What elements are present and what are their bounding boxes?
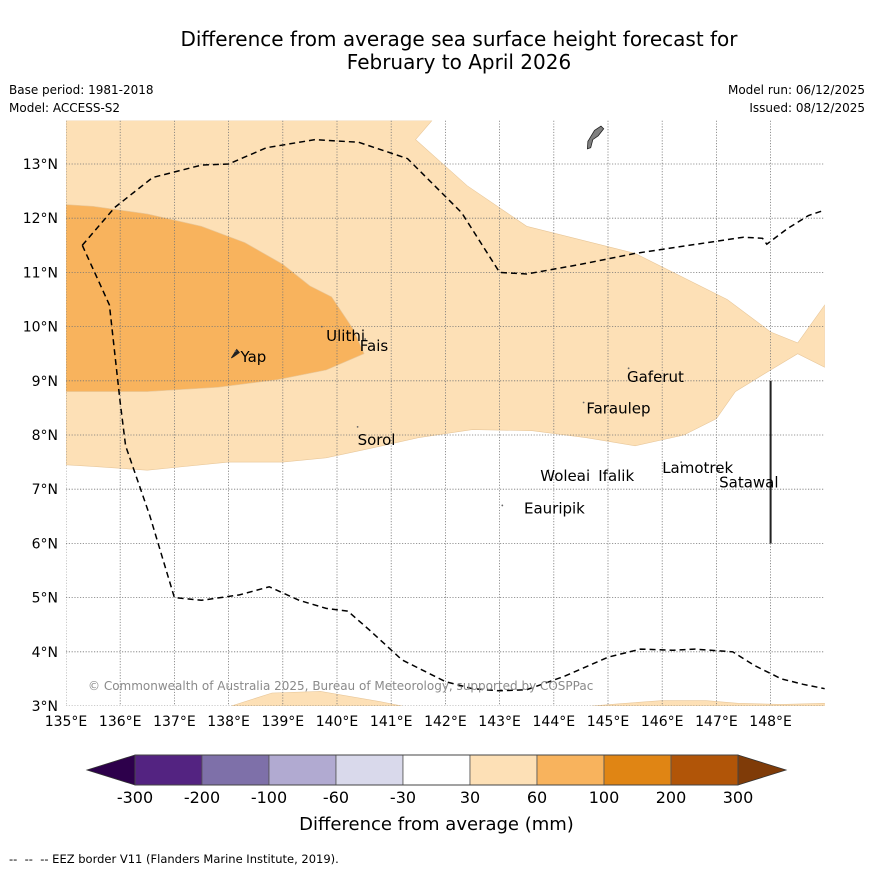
y-tick-label: 7°N [32,482,58,498]
place-marker [234,350,237,352]
meta-left: Base period: 1981-2018 Model: ACCESS-S2 [9,81,154,117]
colorbar-tick-label: -200 [184,788,220,807]
y-tick-label: 4°N [32,645,58,661]
place-marker [718,469,721,472]
colorbar-label: Difference from average (mm) [299,814,574,835]
colorbar: -300 -200 -100 -60 -30 30 60 100 200 300 Differenc… [85,754,788,835]
place-label-ifalik: Ifalik [598,467,634,485]
colorbar-frame [134,754,739,786]
x-tick-label: 144°E [533,714,576,730]
x-tick-label: 146°E [641,714,684,730]
place-marker [582,401,585,404]
colorbar-tick-label: 100 [589,788,620,807]
x-tick-label: 142°E [424,714,467,730]
place-label-fais: Fais [360,337,389,355]
place-label-faraulep: Faraulep [586,399,650,417]
base-period: Base period: 1981-2018 [9,83,154,97]
model-run: Model run: 06/12/2025 [727,83,865,97]
y-tick-label: 12°N [23,211,58,227]
colorbar-bin [134,754,203,786]
place-marker [501,504,504,507]
x-tick-label: 148°E [749,714,792,730]
colorbar-tick-label: 30 [460,788,480,807]
eez-line-west-south [81,244,825,692]
land-guam [586,125,605,150]
colorbar-tick-label: 300 [723,788,754,807]
place-marker [356,425,359,428]
colorbar-tick-label: -300 [117,788,153,807]
place-marker [627,367,630,370]
chart-title-line-1: Difference from average sea surface heig… [180,27,738,51]
place-label-sorol: Sorol [358,431,396,449]
x-tick-label: 135°E [45,714,88,730]
y-tick-label: 5°N [32,591,58,607]
colorbar-tick-label: -100 [251,788,287,807]
x-tick-label: 140°E [316,714,359,730]
place-marker [320,325,323,328]
x-tick-label: 147°E [695,714,738,730]
y-tick-label: 9°N [32,374,58,390]
y-tick-label: 8°N [32,428,58,444]
colorbar-over-arrow [737,754,788,786]
colorbar-bin [402,754,471,786]
place-label-gaferut: Gaferut [627,368,684,386]
x-tick-label: 143°E [478,714,521,730]
colorbar-tick-label: -60 [323,788,349,807]
colorbar-under-arrow [85,754,136,786]
chart-title: Difference from average sea surface heig… [0,28,873,74]
anomaly-region-60-100mm [66,204,365,392]
colorbar-tick-label: 200 [656,788,687,807]
colorbar-tick-label: 60 [527,788,547,807]
eez-legend-note: -- -- -- EEZ border V11 (Flanders Marine… [9,852,339,866]
colorbar-tick-label: -30 [390,788,416,807]
x-tick-label: 141°E [370,714,413,730]
copyright-notice: © Commonwealth of Australia 2025, Bureau… [88,679,593,693]
place-label-ulithi: Ulithi [326,327,365,345]
place-label-woleai: Woleai [540,467,590,485]
meta-right: Model run: 06/12/2025 Issued: 08/12/2025 [728,81,865,117]
y-tick-label: 3°N [32,699,58,715]
y-tick-label: 10°N [23,320,58,336]
colorbar-bin [469,754,538,786]
issued-date: Issued: 08/12/2025 [749,101,865,115]
anomaly-region-30-60mm-south-west [231,691,403,706]
colorbar-bin [603,754,672,786]
colorbar-bin [536,754,605,786]
place-label-eauripik: Eauripik [524,500,585,518]
land-yap [230,348,240,359]
colorbar-bin [670,754,739,786]
y-tick-label: 13°N [23,157,58,173]
place-label-satawal: Satawal [719,474,778,492]
y-tick-label: 11°N [23,265,58,281]
place-marker [577,474,580,477]
anomaly-region-30-60mm-south-east [591,700,825,706]
y-tick-label: 6°N [32,536,58,552]
x-tick-label: 139°E [262,714,305,730]
x-tick-label: 145°E [587,714,630,730]
colorbar-bin [268,754,337,786]
place-label-yap: Yap [240,348,267,366]
place-marker [547,469,550,472]
place-marker [680,461,683,463]
chart-title-line-2: February to April 2026 [346,50,572,74]
model-name: Model: ACCESS-S2 [9,101,121,115]
place-label-lamotrek: Lamotrek [662,459,733,477]
x-tick-label: 136°E [99,714,142,730]
x-tick-label: 138°E [207,714,250,730]
place-marker [364,338,367,340]
colorbar-bin [201,754,270,786]
x-tick-label: 137°E [153,714,196,730]
colorbar-bin [335,754,404,786]
